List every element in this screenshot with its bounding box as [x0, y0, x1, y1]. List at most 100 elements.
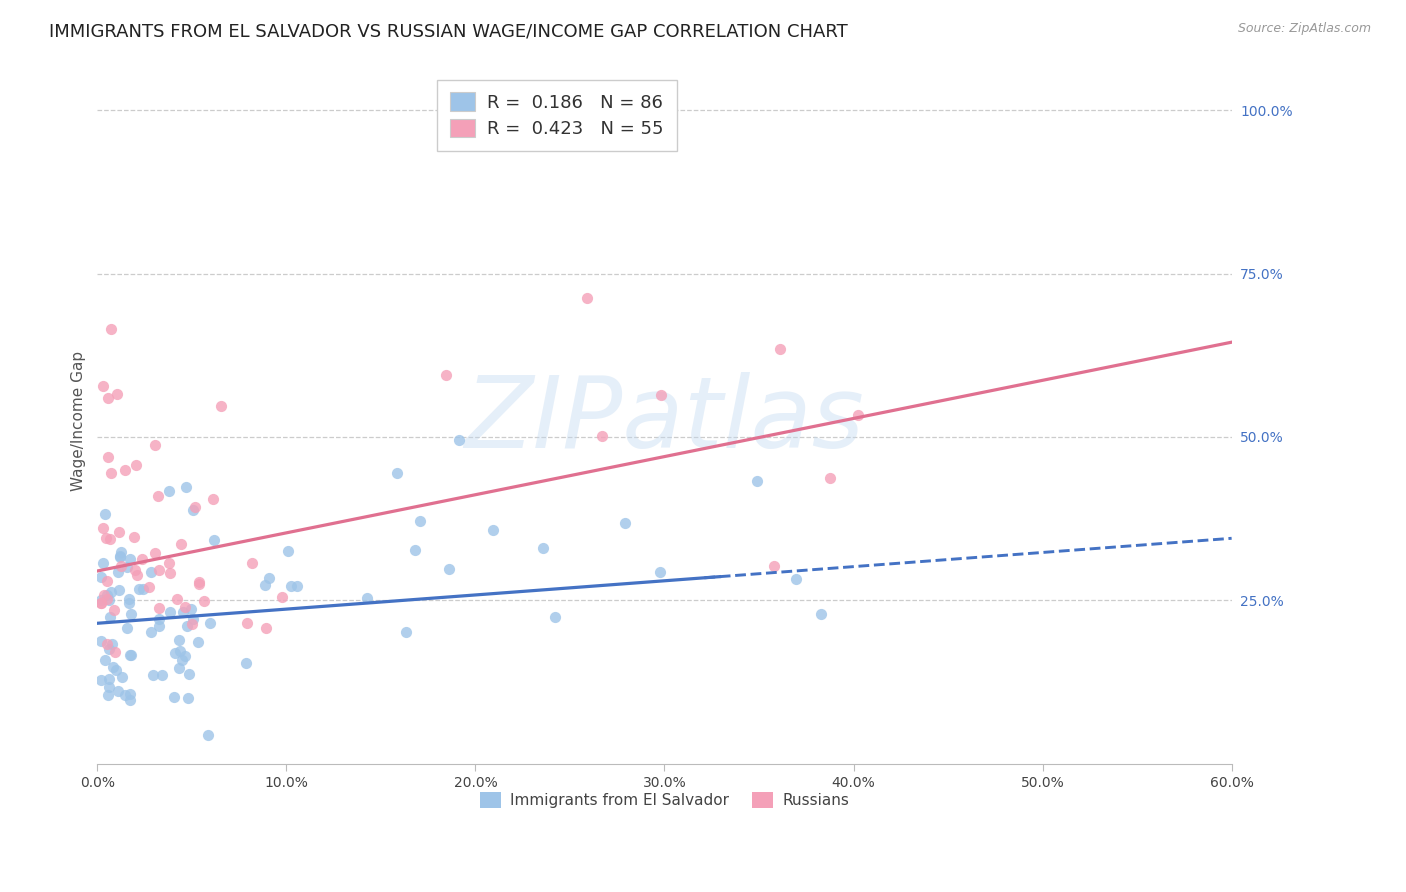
Point: [98, 680, 121, 694]
Point: [408, 514, 430, 528]
Point: [132, 582, 155, 596]
Point: [138, 580, 160, 594]
Point: [90, 596, 112, 610]
Point: [105, 387, 128, 401]
Point: [107, 583, 129, 598]
Point: [437, 562, 460, 576]
Point: [747, 475, 769, 489]
Point: [818, 471, 841, 485]
Point: [613, 516, 636, 530]
Point: [142, 667, 165, 681]
Point: [98, 610, 121, 624]
Point: [124, 563, 146, 577]
Point: [198, 615, 221, 630]
Point: [120, 552, 142, 566]
Point: [447, 434, 470, 448]
Point: [271, 591, 294, 605]
Point: [385, 466, 408, 480]
Point: [209, 399, 232, 413]
Point: [166, 592, 188, 607]
Point: [100, 585, 122, 599]
Point: [114, 463, 136, 477]
Point: [159, 566, 181, 580]
Point: [176, 619, 198, 633]
Point: [187, 635, 209, 649]
Point: [157, 556, 180, 570]
Point: [90, 570, 112, 584]
Point: [98, 532, 121, 546]
Point: [98, 593, 121, 607]
Point: [120, 607, 142, 622]
Point: [103, 603, 125, 617]
Point: [139, 625, 162, 640]
Point: [148, 601, 170, 615]
Point: [170, 653, 193, 667]
Point: [97, 689, 120, 703]
Point: [117, 597, 139, 611]
Point: [100, 466, 122, 480]
Point: [188, 575, 211, 590]
Point: [148, 619, 170, 633]
Point: [167, 633, 190, 648]
Point: [848, 409, 870, 423]
Point: [120, 648, 142, 662]
Point: [120, 687, 142, 701]
Point: [91, 379, 114, 393]
Point: [108, 525, 131, 540]
Point: [115, 621, 138, 635]
Point: [114, 688, 136, 702]
Text: ZIPatlas: ZIPatlas: [464, 372, 865, 469]
Point: [257, 571, 280, 585]
Point: [544, 609, 567, 624]
Point: [110, 558, 132, 573]
Text: IMMIGRANTS FROM EL SALVADOR VS RUSSIAN WAGE/INCOME GAP CORRELATION CHART: IMMIGRANTS FROM EL SALVADOR VS RUSSIAN W…: [49, 22, 848, 40]
Point: [280, 578, 302, 592]
Point: [253, 577, 276, 591]
Point: [97, 391, 120, 405]
Point: [356, 591, 378, 606]
Point: [197, 728, 219, 742]
Point: [404, 542, 426, 557]
Text: Source: ZipAtlas.com: Source: ZipAtlas.com: [1237, 22, 1371, 36]
Point: [188, 576, 211, 591]
Point: [172, 605, 194, 619]
Point: [202, 533, 225, 548]
Point: [93, 588, 115, 602]
Point: [107, 683, 129, 698]
Point: [125, 458, 148, 472]
Point: [169, 644, 191, 658]
Point: [177, 667, 200, 681]
Point: [97, 450, 120, 464]
Point: [148, 563, 170, 577]
Point: [94, 652, 117, 666]
Point: [97, 672, 120, 686]
Point: [785, 572, 807, 586]
Point: [434, 368, 457, 383]
Point: [143, 437, 166, 451]
Point: [165, 646, 187, 660]
Point: [98, 641, 121, 656]
Point: [128, 582, 150, 596]
Point: [183, 502, 205, 516]
Y-axis label: Wage/Income Gap: Wage/Income Gap: [72, 351, 86, 491]
Point: [174, 649, 197, 664]
Point: [159, 605, 181, 619]
Point: [143, 546, 166, 560]
Point: [100, 636, 122, 650]
Point: [110, 545, 132, 559]
Point: [285, 579, 308, 593]
Point: [91, 521, 114, 535]
Point: [157, 483, 180, 498]
Point: [184, 500, 207, 514]
Point: [762, 559, 785, 574]
Point: [91, 556, 114, 570]
Point: [111, 670, 134, 684]
Point: [240, 557, 263, 571]
Point: [235, 656, 257, 670]
Point: [94, 531, 117, 545]
Point: [96, 592, 118, 607]
Point: [810, 607, 832, 621]
Point: [174, 480, 197, 494]
Point: [100, 322, 122, 336]
Point: [146, 489, 169, 503]
